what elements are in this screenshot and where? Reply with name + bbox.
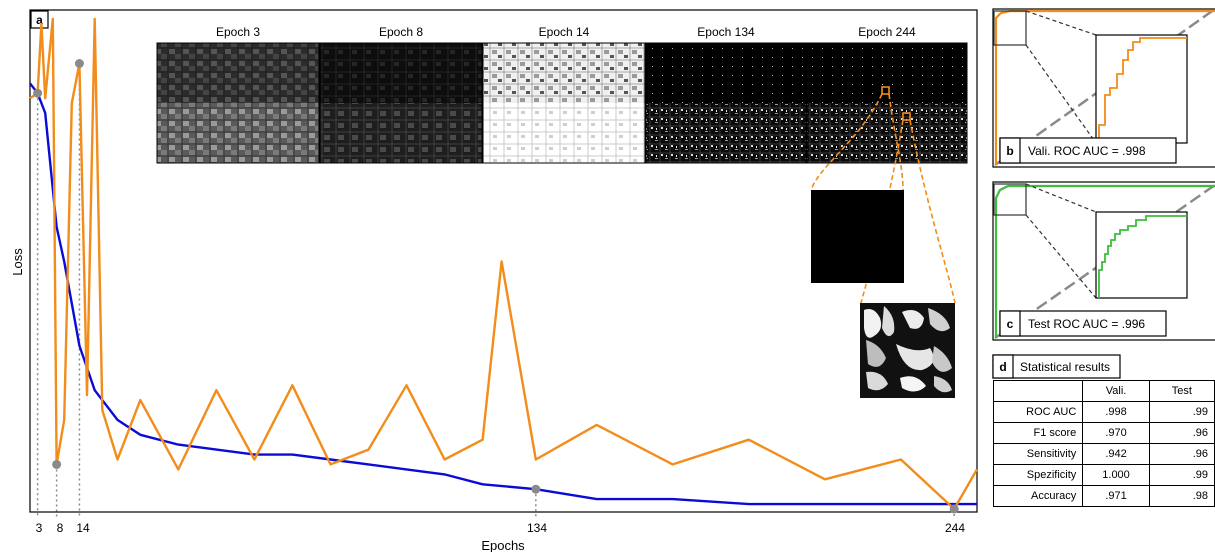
thumbnail-epoch-14: Epoch 14 (482, 25, 646, 164)
thumbnail-title: Epoch 134 (697, 25, 755, 39)
vali-value: .942 (1082, 443, 1150, 465)
vali-value: .971 (1082, 485, 1150, 507)
test-value: .96 (1148, 443, 1215, 465)
table-row: Accuracy .971 .98 (992, 485, 1215, 507)
panel-a-tag: a (36, 13, 43, 27)
loss-series (29, 17, 979, 511)
epoch-marker (52, 459, 62, 469)
vali-value: .970 (1082, 422, 1150, 444)
x-axis-label: Epochs (481, 538, 525, 552)
panel-b: b Vali. ROC AUC = .998 (992, 7, 1215, 168)
roc-curve-vali (994, 9, 1215, 165)
metric-name: ROC AUC (992, 401, 1084, 423)
zoom-callouts (810, 86, 956, 398)
y-axis-label: Loss (10, 248, 25, 276)
metric-name: Sensitivity (992, 443, 1084, 465)
panel-c-label: Test ROC AUC = .996 (1028, 317, 1145, 331)
column-header: Vali. (1082, 380, 1150, 402)
vali-value: 1.000 (1082, 464, 1150, 486)
metric-name: Spezificity (992, 464, 1084, 486)
thumbnail-title: Epoch 244 (858, 25, 916, 39)
panel-c-tag: c (1007, 317, 1014, 331)
statistics-table: Vali. Test ROC AUC .998 .99 F1 score .97… (992, 380, 1215, 507)
test-value: .98 (1148, 485, 1215, 507)
zoom-marker-top (881, 86, 890, 95)
panel-d-tag: d (999, 360, 1006, 374)
epoch-marker (74, 59, 84, 68)
thumbnail-epoch-8: Epoch 8 (319, 25, 483, 164)
roc-zoom-box (993, 183, 1027, 216)
roc-zoom-box (993, 10, 1027, 46)
thumbnail-title: Epoch 8 (379, 25, 423, 39)
table-row: ROC AUC .998 .99 (992, 401, 1215, 423)
epoch-marker (33, 88, 43, 98)
panel-b-label: Vali. ROC AUC = .998 (1028, 144, 1146, 158)
panel-a-tag-box (30, 10, 49, 29)
metric-name: F1 score (992, 422, 1084, 444)
panel-b-tag: b (1006, 144, 1013, 158)
thumbnail-title: Epoch 3 (216, 25, 260, 39)
panel-a-frame (29, 9, 978, 513)
roc-curve-test (994, 184, 1215, 338)
loss-line-orange (29, 17, 979, 511)
zoom-patch-empty (811, 190, 904, 283)
panel-c-frame (992, 181, 1215, 341)
thumbnail-epoch-3: Epoch 3 (156, 25, 320, 164)
test-value: .99 (1148, 401, 1215, 423)
roc-inset-curve (1098, 37, 1187, 143)
zoom-patch-texture (860, 303, 955, 398)
panel-b-frame (992, 8, 1215, 168)
column-header (992, 380, 1084, 402)
x-tick-label: 244 (945, 521, 965, 535)
table-row: Sensitivity .942 .96 (992, 443, 1215, 465)
panel-a: a Loss Epochs Epoch 3 Epoch 8 Epoch 14 E… (10, 9, 979, 552)
panel-d-title: Statistical results (1020, 360, 1110, 374)
epoch-marker (949, 504, 959, 514)
epoch-marker (531, 484, 541, 494)
column-header: Test (1148, 380, 1215, 402)
test-value: .99 (1148, 464, 1215, 486)
panel-d-header: d Statistical results (992, 354, 1121, 379)
epoch-markers (33, 59, 959, 514)
roc-inset-curve (1098, 215, 1187, 298)
thumbnail-epoch-244: Epoch 244 (806, 25, 968, 164)
table-row: Spezificity 1.000 .99 (992, 464, 1215, 486)
x-tick-labels: 3 8 14 134 244 (36, 521, 966, 535)
thumbnail-epoch-134: Epoch 134 (645, 25, 807, 164)
vali-value: .998 (1082, 401, 1150, 423)
panel-c: c Test ROC AUC = .996 (992, 181, 1215, 341)
zoom-marker-bottom (902, 112, 911, 121)
table-row: F1 score .970 .96 (992, 422, 1215, 444)
roc-inset-vali (1095, 34, 1188, 144)
x-tick-label: 14 (76, 521, 90, 535)
x-tick-label: 8 (57, 521, 64, 535)
test-value: .96 (1148, 422, 1215, 444)
roc-inset-test (1095, 211, 1188, 299)
metric-name: Accuracy (992, 485, 1084, 507)
x-tick-label: 134 (527, 521, 547, 535)
x-tick-label: 3 (36, 521, 43, 535)
table-header-row: Vali. Test (992, 380, 1215, 402)
thumbnail-title: Epoch 14 (539, 25, 590, 39)
